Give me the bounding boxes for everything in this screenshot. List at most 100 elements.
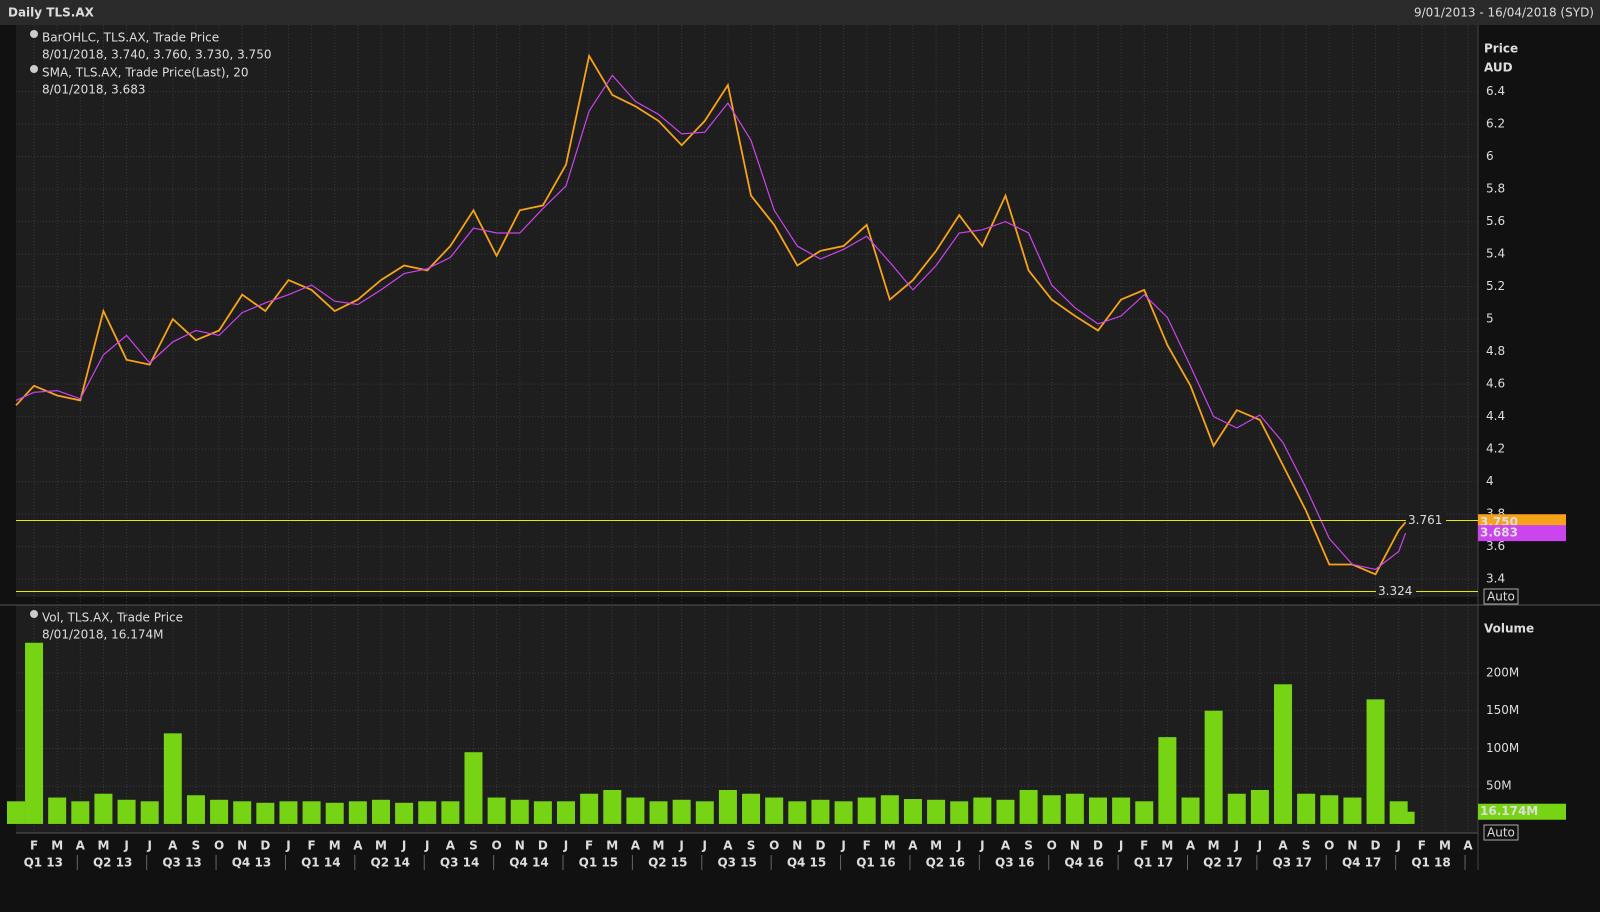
price-panel bbox=[16, 25, 1478, 597]
volume-bar bbox=[649, 801, 668, 824]
volume-bar bbox=[834, 801, 853, 824]
x-tick-label: J bbox=[1395, 839, 1400, 853]
x-tick-label: S bbox=[469, 839, 478, 853]
volume-bar bbox=[7, 801, 25, 824]
volume-bar bbox=[25, 642, 44, 824]
quarter-label: Q1 14 bbox=[301, 856, 340, 870]
x-tick-label: J bbox=[1257, 839, 1262, 853]
reference-label-bg bbox=[1376, 584, 1416, 599]
volume-bar bbox=[256, 802, 275, 824]
x-tick-label: N bbox=[237, 839, 247, 853]
volume-bar bbox=[94, 793, 113, 824]
x-tick-label: O bbox=[214, 839, 224, 853]
x-tick-label: O bbox=[1047, 839, 1057, 853]
legend-icon bbox=[30, 610, 38, 618]
auto-box bbox=[1483, 588, 1519, 605]
y-tick-label: 5.8 bbox=[1486, 182, 1505, 196]
x-tick-label: M bbox=[884, 839, 896, 853]
quarter-label: Q2 17 bbox=[1203, 856, 1242, 870]
y-tick-label: 5.6 bbox=[1486, 214, 1505, 228]
volume-bar bbox=[996, 799, 1015, 824]
volume-bar bbox=[718, 789, 737, 824]
x-tick-label: N bbox=[1070, 839, 1080, 853]
y-tick-label: 100M bbox=[1486, 741, 1519, 755]
y-tick-label: 4.2 bbox=[1486, 442, 1505, 456]
quarter-label: Q1 16 bbox=[856, 856, 895, 870]
volume-bar bbox=[1204, 710, 1223, 824]
x-tick-label: D bbox=[1093, 839, 1103, 853]
quarter-label: Q3 14 bbox=[440, 856, 479, 870]
volume-bar bbox=[1274, 684, 1293, 824]
price-line bbox=[15, 53, 1407, 576]
x-tick-label: M bbox=[1208, 839, 1220, 853]
volume-bar bbox=[765, 797, 784, 824]
quarter-label: Q2 13 bbox=[93, 856, 132, 870]
quarter-label: Q3 17 bbox=[1273, 856, 1312, 870]
volume-bar bbox=[903, 799, 922, 824]
x-tick-label: A bbox=[1278, 839, 1288, 853]
auto-label: Auto bbox=[1487, 826, 1515, 840]
x-tick-label: S bbox=[747, 839, 756, 853]
x-tick-label: J bbox=[285, 839, 290, 853]
y-tick-label: 6.4 bbox=[1486, 84, 1505, 98]
y-tick-label: 5.4 bbox=[1486, 247, 1505, 261]
volume-bar bbox=[1158, 737, 1177, 824]
x-tick-label: A bbox=[1001, 839, 1011, 853]
x-tick-label: D bbox=[1371, 839, 1381, 853]
volume-bar bbox=[233, 801, 252, 824]
x-tick-label: M bbox=[97, 839, 109, 853]
last-value-label: 3.683 bbox=[1480, 526, 1518, 540]
volume-bar bbox=[695, 801, 714, 824]
x-tick-label: F bbox=[30, 839, 38, 853]
quarter-label: Q1 15 bbox=[579, 856, 618, 870]
x-tick-label: F bbox=[1418, 839, 1426, 853]
x-tick-label: F bbox=[585, 839, 593, 853]
auto-label: Auto bbox=[1487, 590, 1515, 604]
volume-bar bbox=[48, 797, 67, 824]
volume-bar bbox=[487, 797, 506, 824]
y-tick-label: 5.2 bbox=[1486, 279, 1505, 293]
x-tick-label: J bbox=[424, 839, 429, 853]
reference-label: 3.324 bbox=[1378, 584, 1412, 598]
x-tick-label: O bbox=[769, 839, 779, 853]
volume-bar bbox=[880, 795, 899, 824]
axis-unit: AUD bbox=[1484, 61, 1513, 75]
x-tick-label: D bbox=[538, 839, 548, 853]
x-tick-label: N bbox=[792, 839, 802, 853]
quarter-label: Q1 18 bbox=[1411, 856, 1450, 870]
x-tick-label: O bbox=[492, 839, 502, 853]
quarter-label: Q4 17 bbox=[1342, 856, 1381, 870]
volume-bar bbox=[1019, 789, 1038, 824]
quarter-label: Q2 14 bbox=[371, 856, 410, 870]
volume-bar bbox=[302, 801, 321, 824]
volume-bar bbox=[603, 789, 622, 824]
volume-bar bbox=[557, 801, 576, 824]
x-tick-label: J bbox=[840, 839, 845, 853]
x-tick-label: F bbox=[863, 839, 871, 853]
x-tick-label: S bbox=[1302, 839, 1311, 853]
volume-bar bbox=[1112, 797, 1131, 824]
title-bar bbox=[0, 0, 1600, 25]
axis-label: Volume bbox=[1484, 622, 1534, 636]
y-tick-label: 4 bbox=[1486, 474, 1494, 488]
volume-bar bbox=[742, 793, 761, 824]
volume-bar bbox=[672, 799, 691, 824]
quarter-label: Q3 13 bbox=[162, 856, 201, 870]
volume-bar bbox=[279, 801, 298, 824]
volume-bar bbox=[1297, 793, 1316, 824]
volume-bar bbox=[117, 799, 136, 824]
volume-bar bbox=[140, 801, 159, 824]
legend-icon bbox=[30, 65, 38, 73]
y-tick-label: 6.2 bbox=[1486, 117, 1505, 131]
volume-bar bbox=[163, 733, 182, 824]
legend-value: 8/01/2018, 3.740, 3.760, 3.730, 3.750 bbox=[42, 48, 271, 62]
x-tick-label: F bbox=[1140, 839, 1148, 853]
y-tick-label: 6 bbox=[1486, 149, 1494, 163]
x-tick-label: A bbox=[168, 839, 178, 853]
x-tick-label: J bbox=[979, 839, 984, 853]
volume-bar bbox=[510, 799, 529, 824]
volume-bar bbox=[1366, 699, 1385, 824]
y-tick-label: 5 bbox=[1486, 312, 1494, 326]
x-tick-label: J bbox=[1234, 839, 1239, 853]
